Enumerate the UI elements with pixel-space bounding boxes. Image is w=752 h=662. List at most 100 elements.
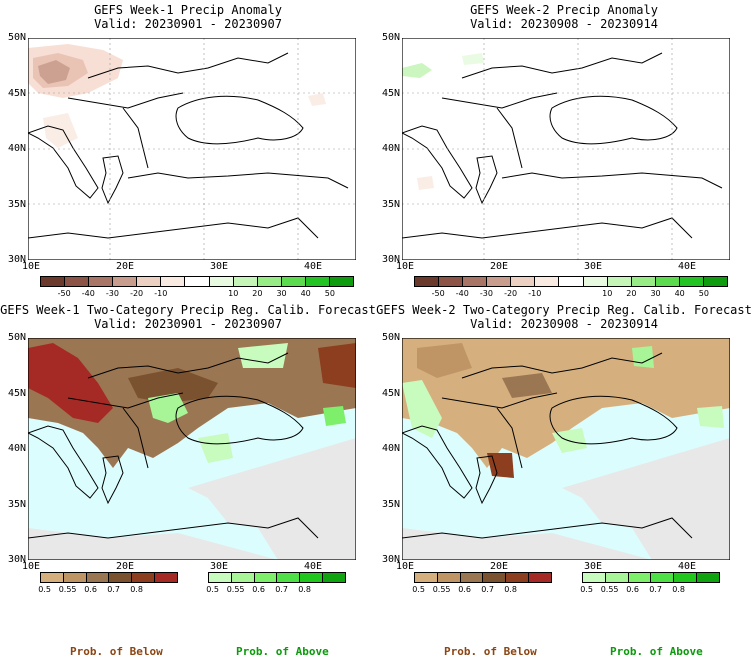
lat-label: 40N (381, 443, 400, 454)
lat-label: 40N (7, 443, 26, 454)
colorbar-swatch (185, 277, 210, 286)
colorbar-label: 50 (324, 289, 335, 298)
colorbar-swatch (86, 573, 110, 582)
colorbar-swatch (703, 277, 728, 286)
map-outlines (402, 352, 693, 539)
panel3-probability-map (28, 338, 356, 560)
panel4-title: GEFS Week-2 Two-Category Precip Reg. Cal… (376, 303, 752, 331)
lat-label: 35N (381, 198, 400, 210)
colorbar-swatch (415, 277, 440, 286)
lat-label: 50N (7, 332, 26, 343)
colorbar-label: 0.5 (206, 585, 219, 594)
colorbar-label: -50 (431, 289, 445, 298)
colorbar-label: 40 (300, 289, 311, 298)
lat-label: 40N (7, 143, 26, 154)
colorbar-label: 0.55 (432, 585, 451, 594)
colorbar-swatch (535, 277, 560, 286)
colorbar-swatch (41, 573, 64, 582)
colorbar-swatch (233, 277, 258, 286)
colorbar-swatch (155, 573, 177, 582)
colorbar-swatch (161, 277, 186, 286)
lat-label: 30N (381, 554, 400, 565)
colorbar-swatch (697, 573, 719, 582)
lon-label: 20E (115, 561, 135, 572)
colorbar-swatch (209, 277, 234, 286)
map-outlines (28, 52, 349, 239)
prob-below-label-1: Prob. of Below (70, 645, 163, 658)
colorbar-swatch (323, 573, 345, 582)
lat-label: 35N (7, 198, 26, 210)
colorbar-label: -10 (154, 289, 168, 298)
colorbar-label: -20 (504, 289, 518, 298)
above-colorbar-1 (208, 572, 346, 583)
colorbar-swatch (63, 573, 87, 582)
colorbar-swatch (559, 277, 584, 286)
lon-label: 20E (489, 561, 509, 572)
above-colorbar-2 (582, 572, 720, 583)
colorbar-swatch (231, 573, 255, 582)
colorbar-label: -50 (57, 289, 71, 298)
anomaly-shading (28, 44, 326, 148)
colorbar-label: 0.8 (130, 585, 143, 594)
colorbar-label: 0.5 (38, 585, 51, 594)
colorbar-swatch (487, 277, 512, 286)
colorbar-label: 0.6 (626, 585, 639, 594)
colorbar-label: -30 (105, 289, 119, 298)
lon-label: 30E (583, 261, 603, 272)
colorbar-swatch (109, 573, 133, 582)
below-colorbar-2 (414, 572, 552, 583)
lon-label: 10E (21, 261, 41, 272)
colorbar-label: 0.8 (672, 585, 685, 594)
lon-label: 40E (303, 261, 323, 272)
colorbar-swatch (674, 573, 698, 582)
colorbar-swatch (415, 573, 438, 582)
colorbar-label: 0.55 (600, 585, 619, 594)
lat-label: 50N (381, 332, 400, 343)
panel2-anomaly-map (402, 38, 730, 260)
colorbar-swatch (529, 573, 551, 582)
colorbar-label: 40 (674, 289, 685, 298)
lon-label: 20E (489, 261, 509, 272)
lon-label: 10E (395, 261, 415, 272)
colorbar-label: 30 (650, 289, 661, 298)
prob-above-label-1: Prob. of Above (236, 645, 329, 658)
lat-label: 30N (7, 554, 26, 565)
colorbar-swatch (483, 573, 507, 582)
colorbar-label: 0.8 (298, 585, 311, 594)
anomaly-colorbar-2 (414, 276, 728, 287)
colorbar-label: 10 (602, 289, 613, 298)
lon-label: 40E (677, 561, 697, 572)
colorbar-swatch (607, 277, 632, 286)
lat-label: 30N (7, 254, 26, 265)
lat-label: 35N (381, 498, 400, 510)
colorbar-label: 0.55 (226, 585, 245, 594)
colorbar-swatch (651, 573, 675, 582)
colorbar-label: 20 (626, 289, 637, 298)
colorbar-swatch (113, 277, 138, 286)
lat-label: 50N (381, 32, 400, 43)
colorbar-label: 0.5 (412, 585, 425, 594)
colorbar-label: 0.6 (458, 585, 471, 594)
colorbar-label: 10 (228, 289, 239, 298)
colorbar-swatch (137, 277, 162, 286)
prob-below-label-2: Prob. of Below (444, 645, 537, 658)
colorbar-swatch (463, 277, 488, 286)
colorbar-swatch (605, 573, 629, 582)
lon-label: 40E (303, 561, 323, 572)
lat-label: 40N (381, 143, 400, 154)
colorbar-swatch (257, 277, 282, 286)
panel4-probability-map (402, 338, 730, 560)
colorbar-swatch (65, 277, 90, 286)
colorbar-label: 0.7 (649, 585, 662, 594)
panel1-anomaly-map (28, 38, 356, 260)
colorbar-label: -30 (479, 289, 493, 298)
colorbar-label: 0.7 (107, 585, 120, 594)
colorbar-swatch (583, 573, 606, 582)
colorbar-label: 30 (276, 289, 287, 298)
colorbar-swatch (209, 573, 232, 582)
lat-label: 45N (381, 87, 400, 99)
colorbar-label: -20 (130, 289, 144, 298)
panel1-title: GEFS Week-1 Precip Anomaly Valid: 2023090… (94, 3, 282, 31)
lat-label: 45N (7, 87, 26, 99)
prob-above-label-2: Prob. of Above (610, 645, 703, 658)
